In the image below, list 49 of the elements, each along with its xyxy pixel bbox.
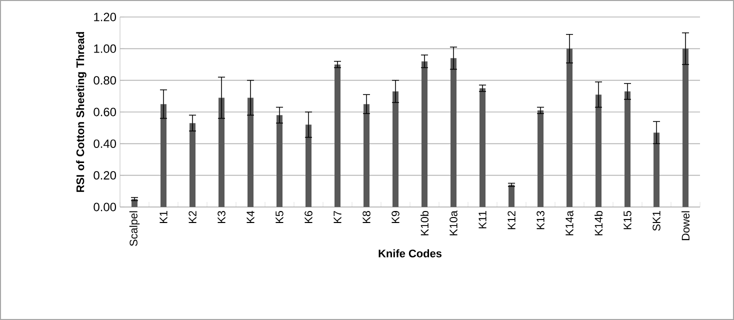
x-tick-label: Scalpel bbox=[129, 211, 140, 246]
x-tick-label: K4 bbox=[246, 210, 254, 224]
bar bbox=[306, 124, 312, 207]
x-tick-label: K2 bbox=[188, 211, 196, 224]
bar bbox=[218, 98, 225, 207]
x-tick-label: Dowel bbox=[681, 211, 690, 240]
bar bbox=[334, 64, 341, 207]
x-tick-label: K14a bbox=[566, 210, 574, 236]
y-tick-label: 0.00 bbox=[94, 202, 116, 212]
bar bbox=[392, 91, 399, 207]
y-tick-label: 1.20 bbox=[94, 12, 116, 22]
x-tick-label: K14b bbox=[594, 210, 603, 236]
y-tick-label: 0.40 bbox=[94, 139, 116, 148]
x-tick-label: K3 bbox=[218, 211, 226, 224]
y-tick-label: 0.20 bbox=[94, 171, 116, 180]
bar bbox=[132, 199, 138, 207]
x-axis-title: Knife Codes bbox=[378, 249, 442, 258]
x-tick-label: K10b bbox=[420, 210, 429, 236]
y-tick-label: 1.00 bbox=[94, 44, 116, 53]
bar bbox=[624, 91, 631, 207]
x-tick-label: K15 bbox=[624, 210, 632, 230]
bar bbox=[364, 104, 370, 207]
bar bbox=[654, 132, 660, 207]
bar bbox=[566, 48, 573, 207]
y-tick-label: 0.80 bbox=[94, 76, 116, 85]
bar bbox=[160, 104, 167, 207]
x-tick-label: K7 bbox=[334, 211, 342, 224]
bar bbox=[450, 58, 457, 207]
x-tick-label: K8 bbox=[362, 211, 370, 224]
x-tick-label: K11 bbox=[478, 211, 486, 228]
x-tick-label: K13 bbox=[536, 211, 544, 230]
bar bbox=[682, 48, 689, 207]
y-axis-title: RSI of Cotton Sheeting Thread bbox=[76, 32, 86, 192]
x-tick-label: K5 bbox=[276, 210, 284, 224]
bar bbox=[248, 98, 254, 207]
x-tick-label: K12 bbox=[508, 211, 516, 230]
x-tick-label: K1 bbox=[160, 211, 168, 224]
bar bbox=[538, 110, 544, 207]
bar bbox=[508, 184, 515, 207]
bar bbox=[276, 115, 283, 207]
bar bbox=[422, 61, 428, 207]
bar bbox=[190, 123, 196, 207]
y-tick-label: 0.60 bbox=[94, 108, 116, 116]
bar bbox=[480, 88, 486, 207]
bar bbox=[596, 94, 602, 207]
x-tick-label: SK1 bbox=[652, 211, 660, 231]
x-tick-label: K6 bbox=[304, 211, 312, 224]
x-tick-label: K9 bbox=[392, 211, 400, 224]
x-tick-label: K10a bbox=[450, 210, 458, 236]
